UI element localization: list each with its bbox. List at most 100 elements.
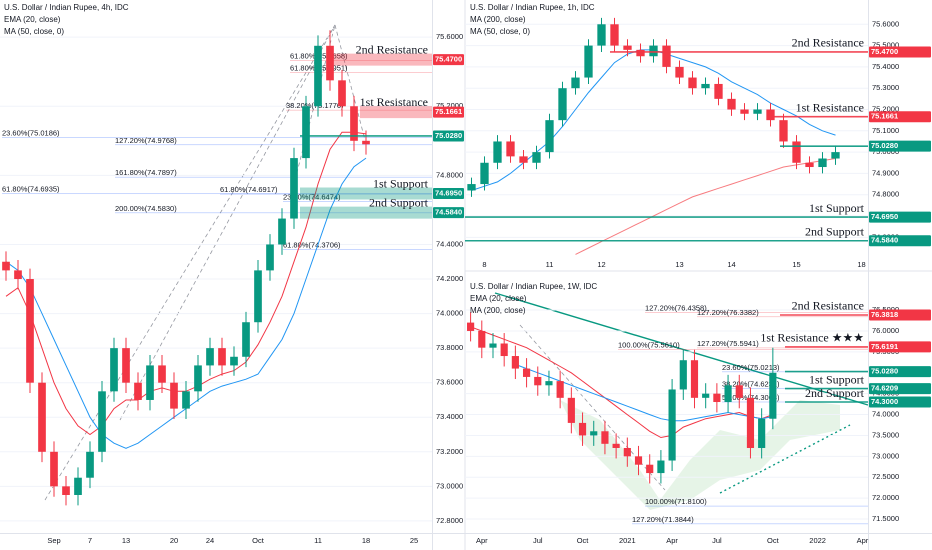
y-tick-label: 74.2000 (436, 274, 463, 283)
y-tick-label: 73.5000 (872, 430, 899, 439)
level-label: 2nd Support (805, 224, 865, 238)
price-tag-label: 75.4700 (435, 55, 462, 64)
candle-body (98, 391, 106, 452)
candle-body (584, 45, 593, 78)
candle-body (110, 348, 118, 392)
x-tick-label: Apr (857, 536, 869, 545)
candle-body (522, 368, 531, 377)
legend-entry: EMA (20, close) (4, 15, 61, 24)
chart-title: U.S. Dollar / Indian Rupee, 4h, IDC (4, 3, 129, 12)
candle-body (769, 372, 777, 419)
legend-entry: MA (200, close) (470, 15, 526, 24)
level-label: 1st Support (809, 201, 865, 215)
candle-body (727, 98, 736, 110)
price-tag-label: 75.0280 (871, 141, 898, 150)
price-tag-label: 74.5840 (435, 208, 462, 217)
candle-body (170, 382, 178, 409)
candle-body (278, 218, 286, 245)
chart-title: U.S. Dollar / Indian Rupee, 1h, IDC (470, 3, 595, 12)
candle-body (649, 45, 658, 57)
x-tick-label: 13 (122, 536, 130, 545)
candle-body (480, 162, 489, 185)
candle-body (302, 106, 310, 159)
y-tick-label: 75.2000 (872, 104, 899, 113)
candle-body (26, 279, 34, 383)
candle-body (735, 385, 743, 398)
price-tag-label: 75.1661 (435, 107, 462, 116)
fib-label: 50.00%(74.3003) (722, 393, 780, 402)
candle-body (242, 322, 250, 357)
y-tick-label: 72.8000 (436, 516, 463, 525)
price-tag-label: 75.0280 (871, 367, 898, 376)
candle-body (122, 348, 130, 383)
candle-body (511, 356, 519, 369)
candle-body (556, 381, 564, 398)
candle-body (590, 431, 598, 436)
candle-body (218, 348, 226, 366)
candle-body (146, 365, 154, 400)
level-label: 1st Resistance (796, 100, 864, 114)
price-tag-label: 75.1661 (871, 112, 898, 121)
candle-body (623, 45, 632, 50)
legend-entry: MA (50, close, 0) (470, 27, 530, 36)
price-tag (869, 366, 931, 378)
price-tag (869, 383, 931, 395)
level-label: 2nd Resistance (792, 299, 864, 313)
fib-label: 61.80%(74.3706) (283, 241, 341, 250)
x-tick-label: 2021 (619, 536, 636, 545)
price-tag (869, 396, 931, 408)
price-tag-label: 76.3818 (871, 310, 898, 319)
candle-body (134, 382, 142, 400)
legend-entry: MA (50, close, 0) (4, 27, 64, 36)
price-tag (869, 111, 931, 123)
fib-trend (44, 24, 336, 501)
price-tag-label: 74.6209 (871, 384, 898, 393)
candle-body (679, 360, 687, 390)
fib-label: 161.80%(74.7897) (115, 168, 177, 177)
candle-body (610, 24, 619, 46)
candle-body (506, 141, 515, 157)
candle-body (634, 456, 643, 465)
fib-label: 23.60%(75.0213) (722, 363, 780, 372)
candle-body (597, 24, 606, 46)
candle-body (636, 49, 645, 57)
price-tag (433, 207, 464, 219)
candle-body (578, 422, 587, 436)
price-tag (869, 46, 931, 58)
level-label: 2nd Support (805, 386, 865, 400)
price-tag-label: 74.6950 (435, 188, 462, 197)
y-tick-label: 74.9000 (872, 168, 899, 177)
level-label: 1st Support (809, 372, 865, 386)
level-label: 2nd Resistance (792, 36, 864, 50)
fib-trend (119, 24, 336, 421)
y-tick-label: 75.6000 (872, 19, 899, 28)
price-tag (433, 130, 464, 142)
candle-body (831, 152, 840, 159)
plot: 61.80%(75.4658)61.80%(75.3951)38.20%(75.… (0, 30, 432, 522)
level-label: 1st Support (373, 176, 429, 190)
plot (465, 17, 868, 255)
x-tick-label: Sep (47, 536, 60, 545)
legend-entry: MA (200, close) (470, 306, 526, 315)
chart-title: U.S. Dollar / Indian Rupee, 1W, IDC (470, 282, 597, 291)
candle-body (567, 397, 575, 423)
candle-body (702, 393, 710, 398)
x-tick-label: Jul (712, 536, 722, 545)
y-tick-label: 74.0000 (872, 410, 899, 419)
cloud (560, 400, 840, 510)
x-tick-label: 12 (597, 260, 605, 269)
candle-body (500, 343, 508, 357)
candle-body (467, 184, 476, 191)
fib-label: 127.20%(74.9768) (115, 136, 177, 145)
candle-body (779, 120, 788, 142)
candle-body (14, 270, 22, 280)
x-tick-label: Jul (533, 536, 543, 545)
y-tick-label: 73.2000 (436, 447, 463, 456)
fib-label: 127.20%(71.3844) (632, 515, 694, 524)
fib-trend (334, 24, 366, 141)
candle-body (467, 322, 475, 331)
candle-body (158, 365, 166, 383)
x-tick-label: 24 (206, 536, 214, 545)
price-tag-label: 75.0280 (435, 131, 462, 140)
